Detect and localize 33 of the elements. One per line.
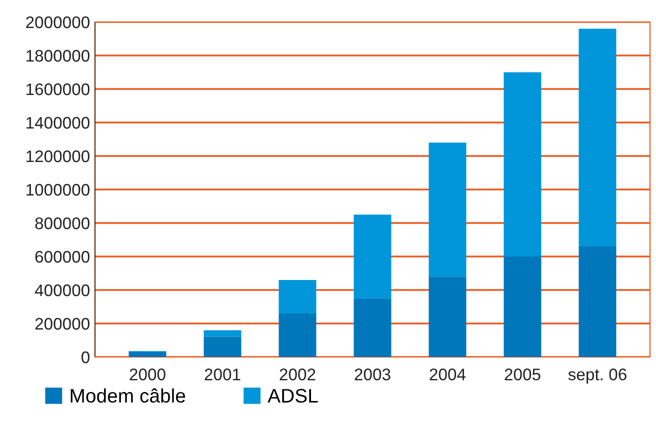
bar <box>504 256 542 357</box>
bar <box>578 28 616 246</box>
bar <box>428 276 466 357</box>
x-tick-label: sept. 06 <box>568 368 626 384</box>
legend-label: Modem câble <box>70 388 186 403</box>
y-tick-label: 800000 <box>35 217 90 230</box>
bar <box>428 142 466 277</box>
bar <box>278 313 316 357</box>
y-tick-label: 1800000 <box>26 50 90 62</box>
x-tick-label: 2001 <box>204 368 240 380</box>
x-tick-label: 2000 <box>130 368 166 380</box>
x-tick-label: 2005 <box>504 368 540 380</box>
x-tick-label: 2003 <box>354 368 390 380</box>
bar <box>578 246 616 357</box>
y-tick-label: 0 <box>82 351 90 364</box>
y-tick-label: 1200000 <box>26 150 90 162</box>
legend-label: ADSL <box>268 388 318 403</box>
y-tick-label: 2000000 <box>26 16 90 28</box>
y-tick-label: 200000 <box>35 318 90 330</box>
bar <box>128 352 166 357</box>
bar <box>278 280 316 314</box>
bar <box>204 330 242 337</box>
x-tick-label: 2004 <box>430 368 466 380</box>
y-tick-label: 600000 <box>35 250 90 263</box>
bar <box>204 336 242 357</box>
y-tick-label: 400000 <box>34 284 90 296</box>
x-tick-label: 2002 <box>280 368 316 380</box>
bar <box>354 214 392 298</box>
y-tick-label: 1000000 <box>26 184 90 196</box>
y-tick-label: 1600000 <box>26 83 90 96</box>
bar <box>504 72 542 256</box>
y-tick-label: 1400000 <box>26 116 90 129</box>
bar <box>354 298 392 357</box>
